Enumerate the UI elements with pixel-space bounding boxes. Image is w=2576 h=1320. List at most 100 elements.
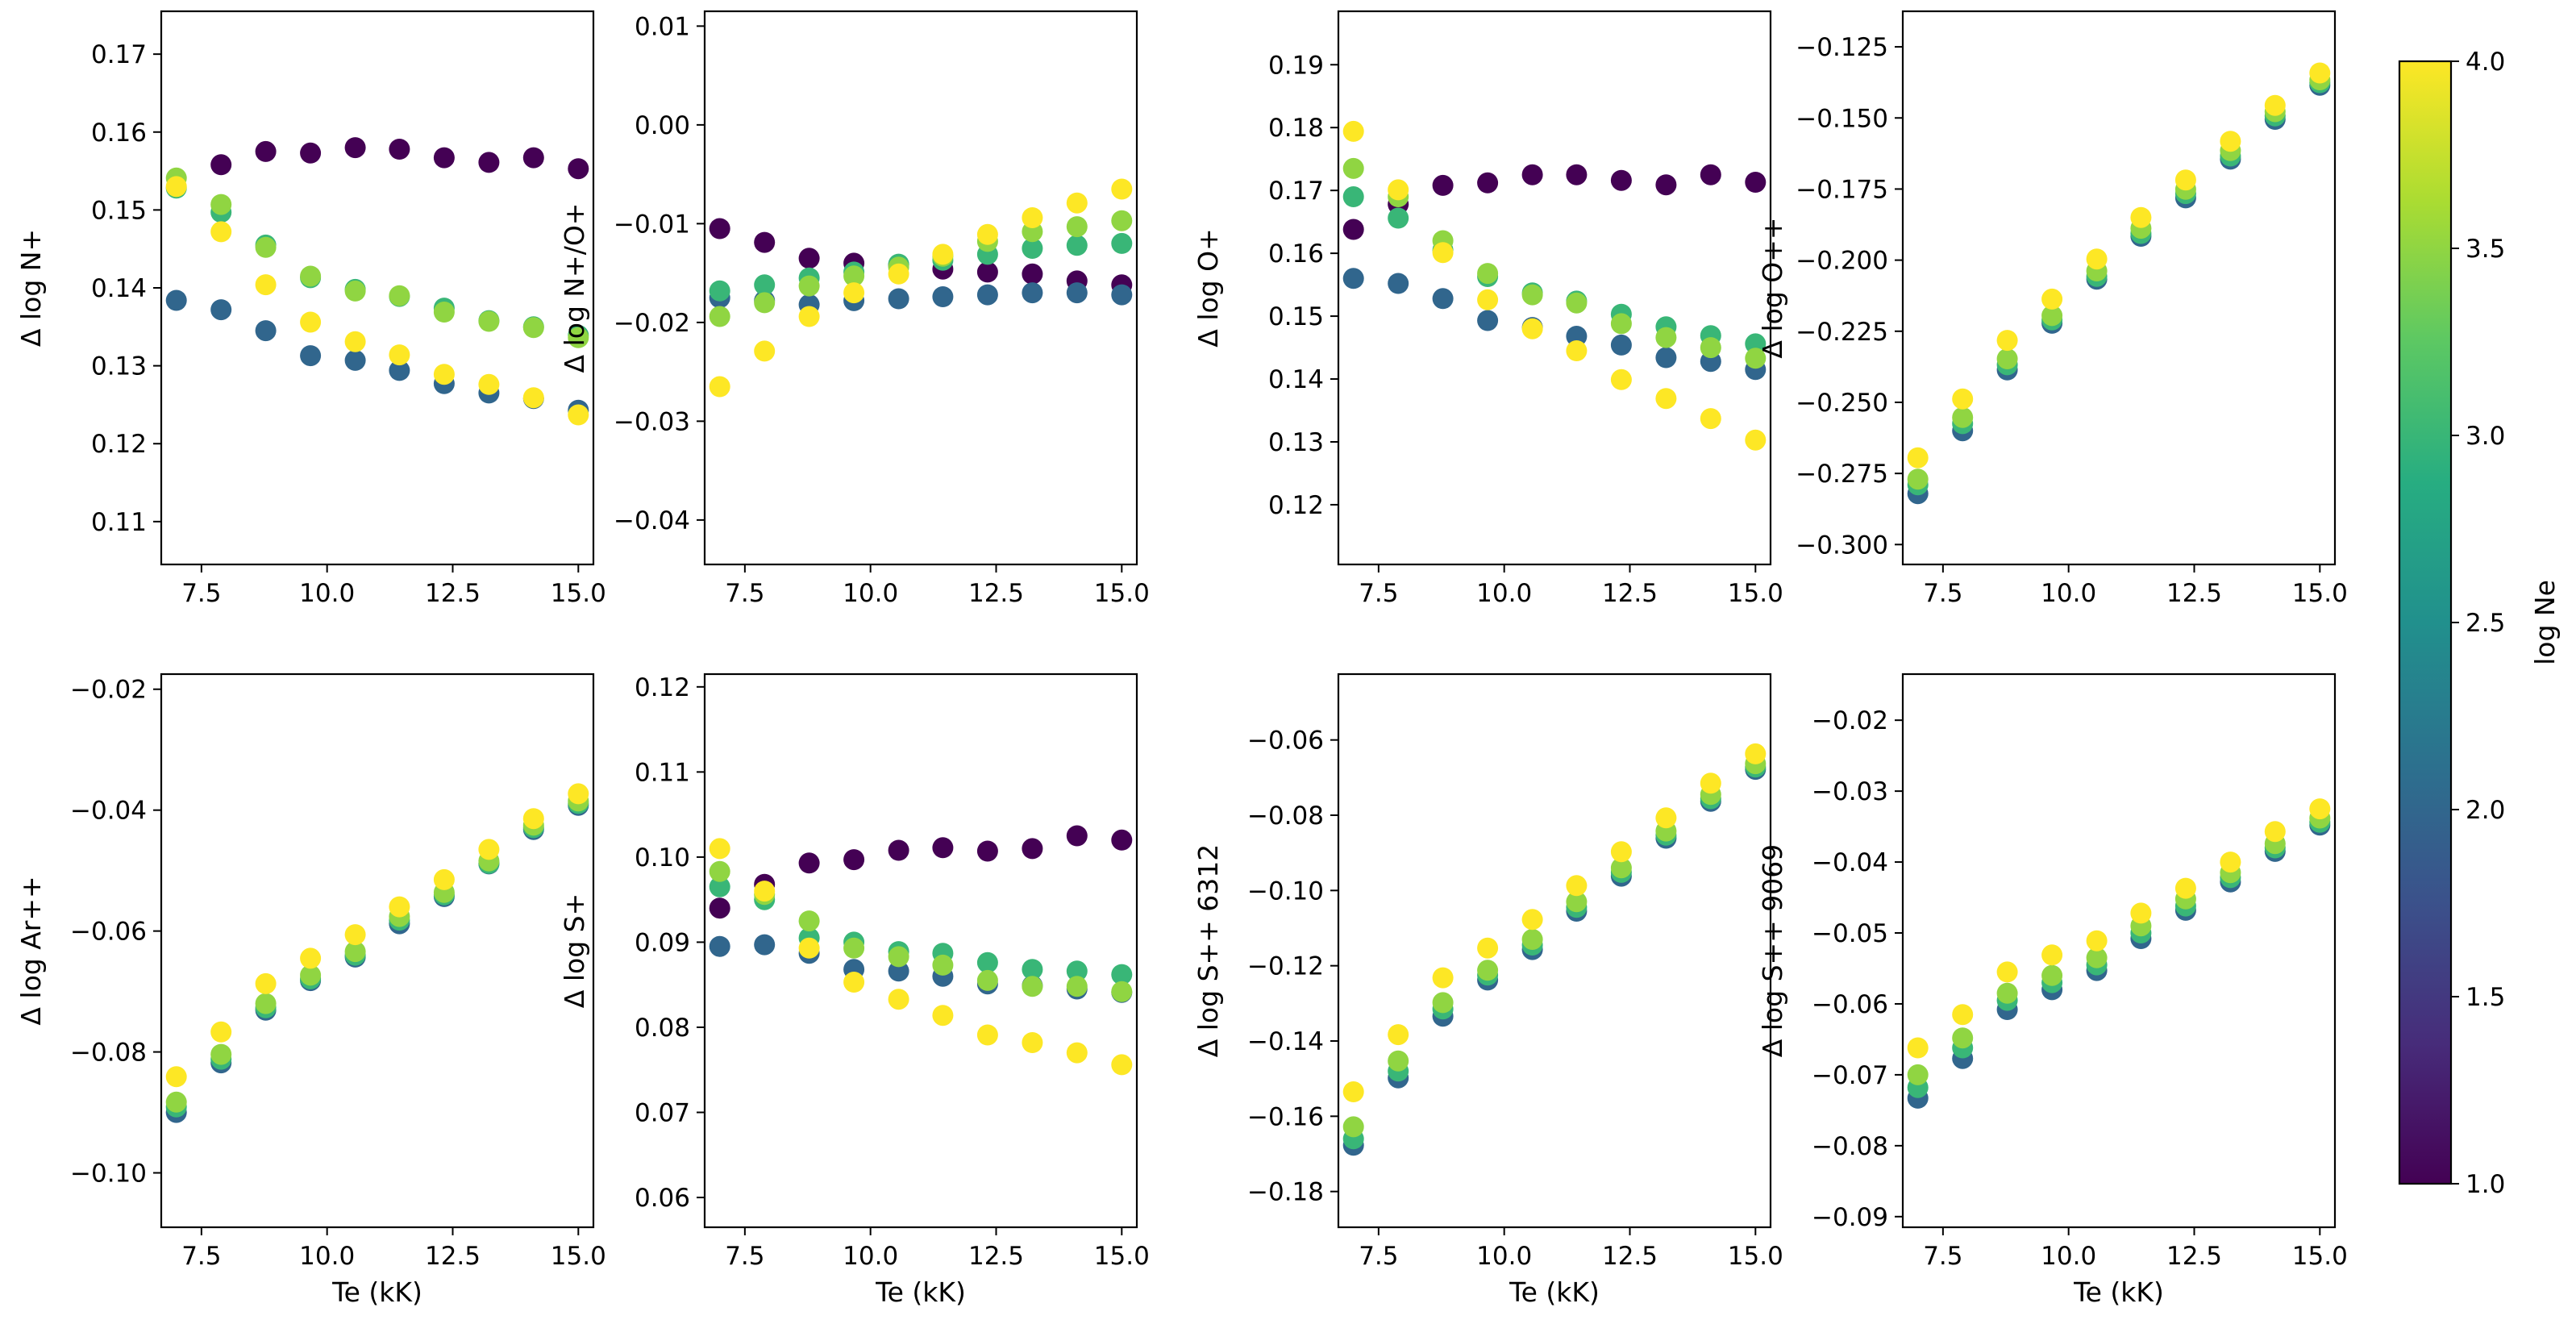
y-tick-label: 0.14 (1268, 365, 1324, 394)
scatter-point (1342, 219, 1364, 240)
scatter-point (709, 876, 730, 897)
y-tick-label: −0.10 (1247, 877, 1324, 906)
scatter-point (255, 972, 277, 994)
scatter-point (210, 194, 232, 215)
scatter-point (1388, 1024, 1409, 1046)
y-tick-label: 0.07 (635, 1099, 690, 1128)
x-tick-label: 7.5 (181, 1242, 221, 1271)
scatter-markers (165, 783, 589, 1123)
axes-frame (160, 10, 595, 566)
scatter-point (754, 231, 776, 253)
scatter-point (1342, 1116, 1364, 1138)
scatter-point (433, 364, 455, 385)
x-tick-label: 7.5 (1359, 579, 1398, 608)
scatter-point (1610, 313, 1632, 335)
scatter-point (1066, 976, 1088, 997)
scatter-point (754, 881, 776, 902)
scatter-point (1111, 210, 1133, 231)
scatter-point (932, 1005, 954, 1026)
scatter-point (2041, 964, 2063, 986)
scatter-point (888, 946, 909, 968)
x-tick-label: 7.5 (1923, 1242, 1962, 1271)
scatter-point (1521, 284, 1543, 306)
scatter-point (300, 964, 322, 986)
panel-3: 7.5 10.0 12.5 15.0 0.12 0.13 0.14 0.15 0.16 0.17 0… (1192, 10, 1783, 608)
scatter-point (344, 280, 366, 302)
scatter-point (1111, 178, 1133, 200)
scatter-point (976, 261, 998, 283)
x-axis-label: Te (kK) (2073, 1276, 2164, 1308)
scatter-point (210, 1021, 232, 1043)
scatter-point (2086, 248, 2108, 270)
scatter-point (478, 310, 500, 332)
scatter-point (1745, 743, 1767, 764)
scatter-point (1066, 235, 1088, 256)
y-tick-label: −0.18 (1247, 1178, 1324, 1207)
y-axis-label: Δ log O++ (1757, 217, 1788, 358)
scatter-point (478, 152, 500, 173)
panel-4: 7.5 10.0 12.5 15.0 −0.300 −0.275 −0.250 −0.225 −… (1757, 10, 2348, 608)
scatter-point (1342, 1081, 1364, 1102)
y-tick-label: −0.02 (614, 309, 690, 338)
scatter-point (568, 783, 589, 805)
y-axis-label: Δ log Ar++ (15, 876, 47, 1025)
y-tick-label: 0.11 (91, 508, 147, 537)
colorbar-label: log Ne (2529, 580, 2561, 665)
scatter-point (1610, 334, 1632, 356)
scatter-point (1022, 976, 1043, 997)
scatter-point (478, 839, 500, 860)
x-tick-label: 10.0 (1476, 579, 1532, 608)
y-tick-label: 0.13 (1268, 428, 1324, 457)
scatter-point (798, 275, 820, 297)
axes-frame (703, 672, 1138, 1229)
panel-2: 7.5 10.0 12.5 15.0 −0.04 −0.03 −0.02 −0.01 0.00 0… (559, 10, 1150, 608)
scatter-point (1477, 937, 1499, 959)
x-tick-label: 7.5 (181, 579, 221, 608)
y-tick-label: −0.04 (614, 506, 690, 535)
scatter-point (2220, 131, 2241, 152)
y-tick-label: 0.12 (635, 673, 690, 702)
scatter-point (1566, 340, 1588, 361)
x-tick-label: 15.0 (1094, 1242, 1150, 1271)
y-tick-label: 0.15 (1268, 302, 1324, 331)
scatter-point (1521, 929, 1543, 950)
scatter-point (1111, 964, 1133, 985)
scatter-point (1655, 388, 1677, 410)
x-tick-label: 15.0 (1728, 579, 1783, 608)
scatter-point (522, 147, 544, 169)
scatter-point (754, 292, 776, 314)
scatter-point (1066, 192, 1088, 214)
axes-frame (1901, 10, 2337, 566)
x-axis-label: Te (kK) (331, 1276, 422, 1308)
x-tick-label: 10.0 (299, 1242, 355, 1271)
x-axis-label: Te (kK) (875, 1276, 966, 1308)
scatter-point (976, 840, 998, 862)
scatter-point (2086, 930, 2108, 951)
scatter-point (433, 868, 455, 890)
scatter-point (1700, 164, 1721, 185)
scatter-point (1388, 1050, 1409, 1072)
y-tick-label: −0.03 (1812, 777, 1888, 806)
scatter-point (389, 139, 410, 160)
y-tick-label: −0.02 (70, 676, 147, 705)
scatter-point (2041, 288, 2063, 310)
x-tick-label: 12.5 (2166, 1242, 2222, 1271)
y-tick-label: −0.01 (614, 210, 690, 239)
axes-frame (1337, 10, 1772, 566)
scatter-point (1066, 960, 1088, 982)
y-axis-label: Δ log N+ (15, 229, 47, 347)
scatter-point (843, 972, 865, 993)
scatter-point (1996, 330, 2018, 352)
scatter-point (568, 327, 589, 348)
y-tick-label: 0.14 (91, 274, 147, 303)
scatter-markers (1342, 743, 1767, 1156)
scatter-point (344, 941, 366, 963)
y-tick-label: 0.10 (635, 843, 690, 872)
scatter-point (389, 285, 410, 306)
scatter-point (255, 320, 277, 342)
scatter-point (2086, 947, 2108, 968)
x-tick-label: 15.0 (2292, 579, 2348, 608)
x-tick-label: 10.0 (299, 579, 355, 608)
y-tick-label: 0.01 (635, 12, 690, 41)
